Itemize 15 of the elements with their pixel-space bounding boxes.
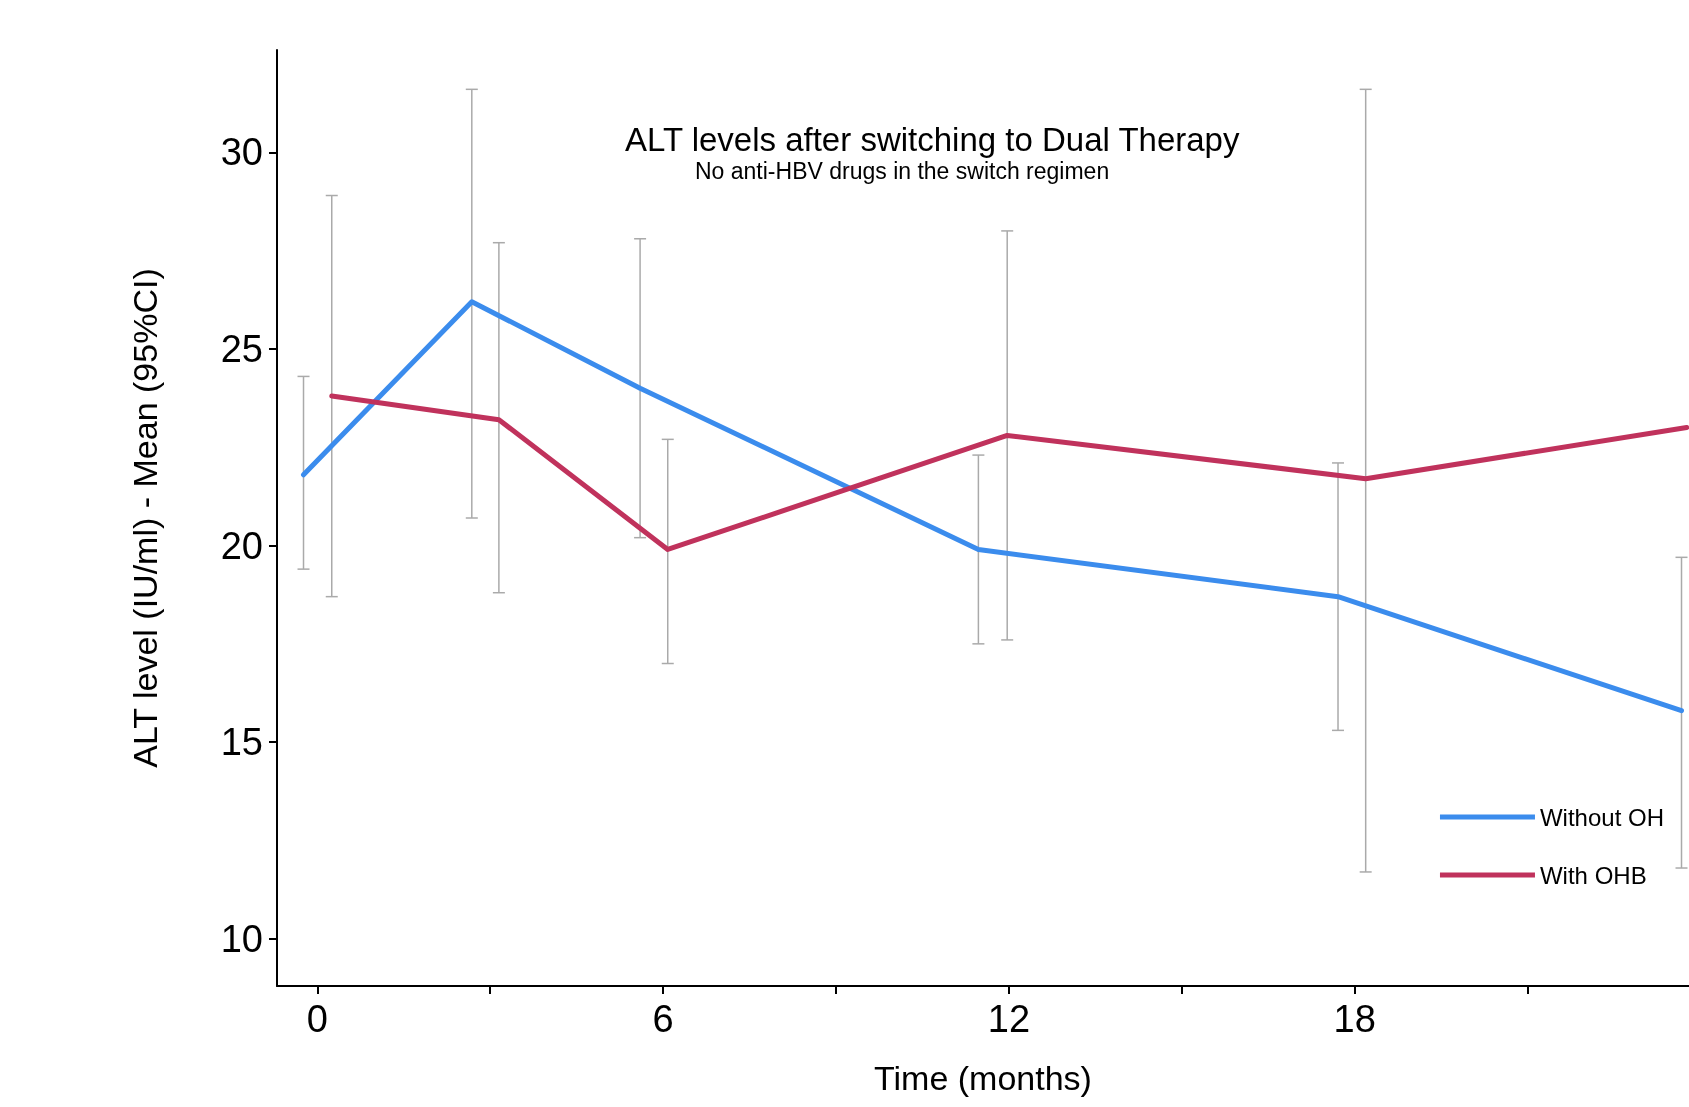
y-tick-label: 25: [220, 327, 263, 370]
text: No anti-HBV drugs in the switch regimen: [695, 157, 1110, 184]
x-tick-label: 6: [652, 998, 674, 1040]
y-axis-title: ALT level (IU/ml) - Mean (95%CI): [126, 268, 164, 768]
legend-label: Without OH: [1539, 803, 1664, 831]
text: ALT levels after switching to Dual Therapy: [625, 121, 1240, 158]
x-tick-label: 12: [987, 998, 1031, 1040]
x-axis-title: Time (months): [874, 1059, 1092, 1097]
y-tick-label: 10: [220, 917, 263, 960]
x-tick-label: 18: [1333, 998, 1376, 1040]
y-tick-label: 15: [220, 721, 263, 764]
y-tick-label: 20: [220, 524, 263, 567]
legend-label: With OHB: [1539, 861, 1647, 889]
y-tick-label: 30: [220, 131, 263, 174]
x-tick-label: 0: [306, 998, 328, 1040]
